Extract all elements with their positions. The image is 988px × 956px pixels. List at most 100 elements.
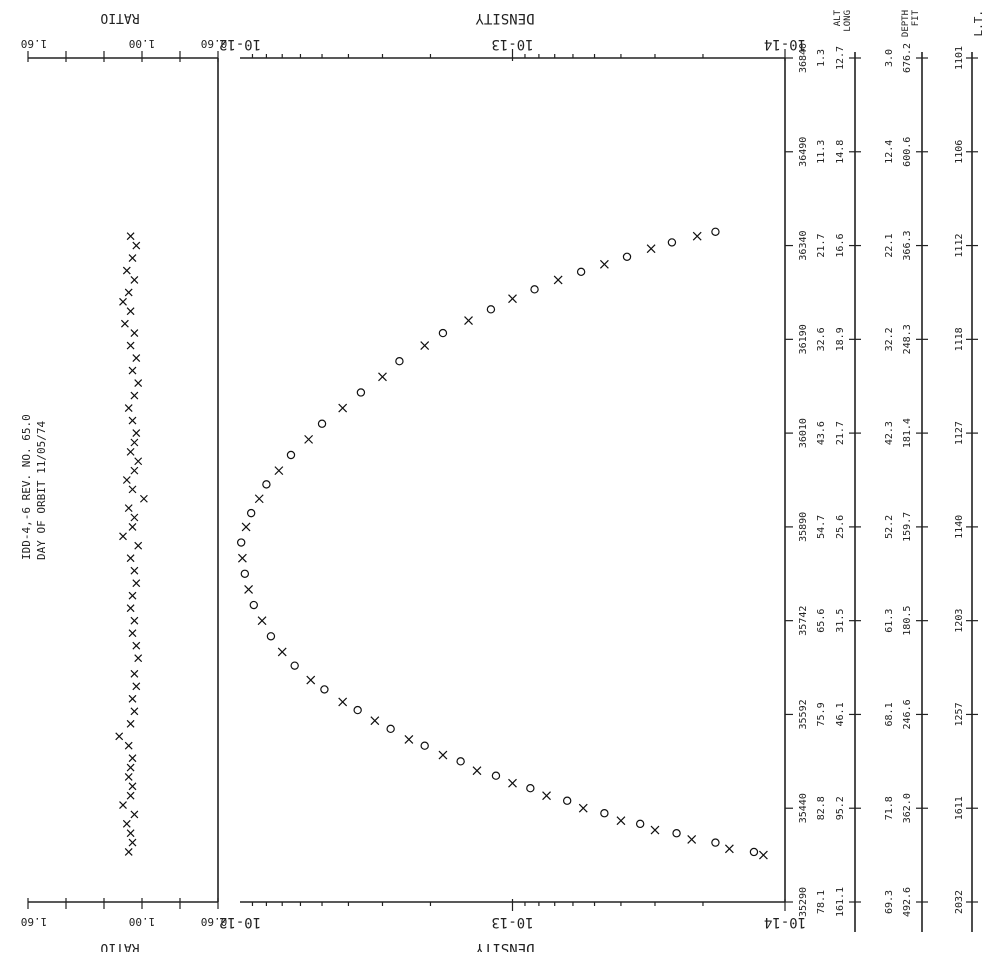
data-point-x	[542, 791, 551, 801]
data-point-o	[576, 267, 586, 277]
table-cell-time: 36340	[798, 231, 809, 261]
data-point-x	[119, 801, 127, 810]
data-point-x	[306, 675, 316, 685]
data-point-x	[438, 750, 448, 760]
data-point-x	[130, 616, 139, 625]
data-point-x	[119, 297, 127, 306]
data-point-o	[317, 419, 327, 428]
data-point-x	[128, 522, 137, 531]
table-cell-lon: 25.6	[835, 515, 846, 539]
data-point-o	[711, 838, 720, 847]
data-point-x	[126, 307, 135, 316]
data-point-x	[126, 604, 135, 613]
data-point-o	[236, 538, 246, 547]
table-cell-dep2: 181.4	[902, 418, 913, 448]
data-point-x	[130, 276, 139, 284]
data-point-x	[132, 682, 141, 691]
density-axis-title-bottom: DENSITY	[475, 940, 535, 952]
data-point-o	[290, 661, 299, 670]
table-cell-lon: 12.7	[835, 46, 846, 70]
data-point-x	[124, 288, 133, 297]
data-point-x	[254, 494, 264, 504]
table-cell-time: 36840	[798, 43, 809, 73]
data-point-x	[126, 719, 135, 728]
table-cell-lt: 1101	[954, 46, 965, 70]
data-point-x	[126, 829, 135, 838]
data-point-o	[246, 508, 256, 518]
row-header-geom: DEPTH	[901, 10, 911, 37]
data-point-x	[599, 259, 609, 269]
table-cell-lon: 46.1	[835, 702, 846, 726]
data-point-x	[130, 466, 139, 475]
data-point-x	[122, 476, 131, 484]
table-cell-dep: 68.1	[884, 702, 895, 726]
density-tick-label-bottom: 10-12	[219, 914, 261, 930]
data-point-o	[320, 685, 329, 694]
table-cell-lon: 161.1	[835, 887, 846, 917]
table-cell-lt: 2032	[954, 890, 965, 914]
data-point-o	[286, 450, 296, 460]
data-point-x	[128, 366, 137, 375]
data-point-x	[124, 773, 133, 781]
table-cell-lt: 1257	[954, 702, 965, 726]
density-tick-label-top: 10-14	[764, 36, 806, 52]
data-point-x	[126, 763, 135, 772]
data-point-x	[758, 850, 768, 860]
data-point-x	[404, 735, 414, 744]
data-point-x	[378, 372, 387, 382]
data-point-x	[134, 379, 143, 388]
data-point-o	[262, 480, 271, 489]
table-cell-dep: 3.0	[884, 49, 895, 67]
data-point-x	[420, 341, 430, 351]
table-cell-lt: 1140	[954, 515, 965, 539]
table-cell-time: 36490	[798, 137, 809, 167]
data-point-x	[687, 835, 697, 844]
data-point-x	[122, 819, 131, 828]
ratio-tick-label-bottom: 0.60	[201, 915, 228, 928]
data-point-x	[130, 513, 139, 522]
data-point-x	[130, 438, 139, 447]
table-cell-dep2: 492.6	[902, 887, 913, 917]
table-cell-dep: 12.4	[884, 140, 895, 164]
data-point-x	[277, 647, 287, 657]
table-cell-time: 35890	[798, 512, 809, 542]
data-point-x	[128, 694, 137, 703]
table-cell-alt: 75.9	[816, 702, 827, 726]
data-point-x	[128, 591, 137, 600]
data-point-o	[622, 252, 632, 262]
table-cell-lt: 1203	[954, 609, 965, 633]
data-point-x	[132, 354, 141, 363]
density-tick-label-top: 10-13	[491, 36, 533, 52]
data-point-x	[124, 504, 133, 513]
data-point-o	[667, 238, 677, 247]
data-point-x	[126, 554, 135, 563]
table-cell-dep2: 248.3	[902, 324, 913, 354]
header-day-line: DAY OF ORBIT 11/05/74	[35, 421, 48, 560]
data-point-x	[128, 485, 137, 494]
data-point-x	[128, 416, 137, 425]
table-cell-dep: 52.2	[884, 515, 895, 539]
data-point-x	[130, 707, 139, 716]
data-point-x	[122, 266, 131, 275]
ratio-tick-label-top: 0.60	[201, 37, 228, 50]
table-cell-dep2: 180.5	[902, 606, 913, 636]
data-point-o	[491, 771, 501, 780]
data-point-x	[274, 466, 284, 476]
data-point-x	[134, 457, 143, 466]
data-point-x	[124, 848, 133, 856]
data-point-x	[139, 494, 148, 503]
density-tick-label-top: 10-12	[219, 36, 261, 52]
data-point-x	[120, 319, 129, 328]
data-point-x	[130, 329, 139, 338]
table-cell-alt: 21.7	[816, 234, 827, 258]
ratio-axis-title-top: RATIO	[100, 10, 139, 25]
data-point-o	[749, 847, 759, 857]
density-tick-label-bottom: 10-13	[491, 914, 533, 930]
table-cell-time: 35290	[798, 887, 809, 917]
data-point-x	[132, 429, 141, 438]
table-cell-lon: 14.8	[835, 140, 846, 164]
data-point-o	[266, 632, 276, 641]
data-point-x	[124, 741, 133, 750]
